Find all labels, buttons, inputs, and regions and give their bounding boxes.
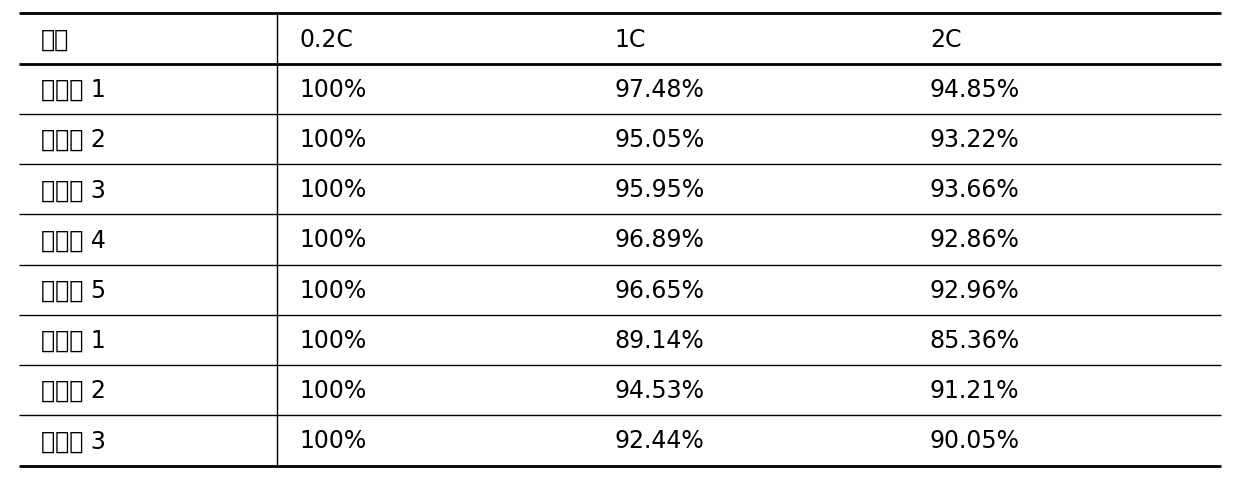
Text: 94.53%: 94.53% [615, 378, 704, 402]
Text: 实施例 2: 实施例 2 [41, 128, 105, 152]
Text: 100%: 100% [300, 278, 367, 302]
Text: 96.89%: 96.89% [615, 228, 704, 252]
Text: 92.96%: 92.96% [930, 278, 1019, 302]
Text: 1C: 1C [615, 27, 646, 51]
Text: 94.85%: 94.85% [930, 78, 1021, 102]
Text: 0.2C: 0.2C [300, 27, 353, 51]
Text: 100%: 100% [300, 429, 367, 453]
Text: 100%: 100% [300, 178, 367, 202]
Text: 实施例 4: 实施例 4 [41, 228, 105, 252]
Text: 100%: 100% [300, 378, 367, 402]
Text: 95.05%: 95.05% [615, 128, 704, 152]
Text: 89.14%: 89.14% [615, 328, 704, 352]
Text: 92.86%: 92.86% [930, 228, 1019, 252]
Text: 实施例 3: 实施例 3 [41, 178, 105, 202]
Text: 100%: 100% [300, 78, 367, 102]
Text: 100%: 100% [300, 328, 367, 352]
Text: 对比例 3: 对比例 3 [41, 429, 105, 453]
Text: 项目: 项目 [41, 27, 69, 51]
Text: 97.48%: 97.48% [615, 78, 704, 102]
Text: 90.05%: 90.05% [930, 429, 1019, 453]
Text: 100%: 100% [300, 228, 367, 252]
Text: 91.21%: 91.21% [930, 378, 1019, 402]
Text: 93.22%: 93.22% [930, 128, 1019, 152]
Text: 93.66%: 93.66% [930, 178, 1019, 202]
Text: 92.44%: 92.44% [615, 429, 704, 453]
Text: 2C: 2C [930, 27, 961, 51]
Text: 95.95%: 95.95% [615, 178, 704, 202]
Text: 对比例 2: 对比例 2 [41, 378, 105, 402]
Text: 96.65%: 96.65% [615, 278, 704, 302]
Text: 实施例 5: 实施例 5 [41, 278, 107, 302]
Text: 85.36%: 85.36% [930, 328, 1021, 352]
Text: 100%: 100% [300, 128, 367, 152]
Text: 对比例 1: 对比例 1 [41, 328, 105, 352]
Text: 实施例 1: 实施例 1 [41, 78, 105, 102]
